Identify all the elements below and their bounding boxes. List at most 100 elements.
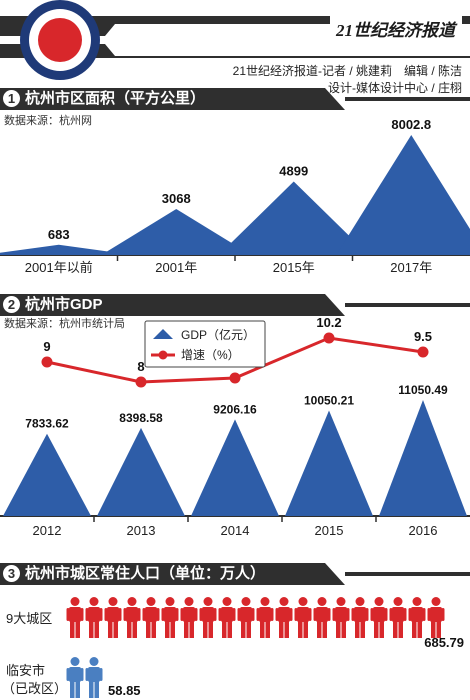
gdp-chart: 7833.62 2012 8398.58 2013 9206.16 2014 10050.2… [0, 315, 470, 538]
growth-point [41, 356, 53, 368]
person-arm [351, 608, 355, 621]
growth-point [417, 346, 429, 358]
person-arm [427, 608, 431, 621]
person-icon [85, 657, 103, 698]
person-arm [408, 608, 412, 621]
person-leg [89, 621, 94, 638]
person-leg [208, 621, 213, 638]
x-tick-label: 2017年 [390, 260, 432, 275]
person-arm [175, 608, 179, 621]
person-head [108, 597, 118, 606]
category-label: 临安市 [6, 663, 45, 678]
gdp-value-label: 10050.21 [304, 393, 354, 407]
person-icon [389, 597, 407, 638]
person-arm [142, 608, 146, 621]
person-icon [66, 597, 84, 638]
person-head [374, 597, 384, 606]
person-arm [289, 608, 293, 621]
person-leg [146, 621, 151, 638]
section-3-title: 杭州市城区常住人口（单位：万人） [25, 565, 266, 582]
person-arm [313, 608, 317, 621]
person-icon [408, 597, 426, 638]
person-arm [403, 608, 407, 621]
credit-line-2: 设计-媒体设计中心 / 庄栩 [328, 81, 462, 95]
person-leg [374, 621, 379, 638]
person-arm [180, 608, 184, 621]
gdp-peak [97, 427, 185, 516]
person-head [336, 597, 346, 606]
person-arm [99, 668, 103, 681]
person-arm [123, 608, 127, 621]
person-head [127, 597, 137, 606]
section-2-number: 2 [3, 296, 20, 313]
person-arm [422, 608, 426, 621]
masthead-title: 21世纪经济报道 [336, 21, 455, 40]
person-leg [222, 621, 227, 638]
area-chart: 683 2001年以前 3068 2001年 4899 2015年 8002.8 2017年 [0, 120, 470, 275]
person-arm [275, 608, 279, 621]
population-chart: 9大城区 685.79 临安市 （已改区） 58.85 [2, 597, 464, 698]
person-leg [284, 621, 289, 638]
area-peak [218, 181, 369, 255]
person-torso [88, 667, 100, 682]
person-torso [335, 607, 347, 622]
person-head [89, 657, 99, 666]
person-arm [270, 608, 274, 621]
person-icon [313, 597, 331, 638]
person-head [70, 657, 80, 666]
person-arm [370, 608, 374, 621]
person-arm [218, 608, 222, 621]
person-leg [70, 621, 75, 638]
person-icon [294, 597, 312, 638]
person-arm [237, 608, 241, 621]
value-label: 4899 [279, 164, 308, 179]
person-arm [85, 668, 89, 681]
person-head [393, 597, 403, 606]
person-arm [346, 608, 350, 621]
category-label: （已改区） [2, 681, 67, 696]
x-tick-label: 2016 [409, 523, 438, 538]
person-leg [108, 621, 113, 638]
person-leg [151, 621, 156, 638]
value-label: 685.79 [424, 635, 464, 650]
section-1-number: 1 [3, 90, 20, 107]
person-icon [161, 597, 179, 638]
person-torso [221, 607, 233, 622]
gdp-peak [3, 433, 91, 516]
person-leg [170, 621, 175, 638]
gdp-value-label: 7833.62 [25, 417, 69, 431]
person-head [89, 597, 99, 606]
person-leg [355, 621, 360, 638]
person-torso [69, 607, 81, 622]
person-icon [104, 597, 122, 638]
person-arm [256, 608, 260, 621]
section-1-banner [0, 88, 470, 110]
person-torso [88, 607, 100, 622]
x-tick-label: 2001年 [155, 260, 197, 275]
person-arm [104, 608, 108, 621]
person-torso [183, 607, 195, 622]
person-leg [184, 621, 189, 638]
gdp-peak [191, 419, 279, 516]
person-arm [199, 608, 203, 621]
person-arm [389, 608, 393, 621]
person-leg [75, 681, 80, 698]
person-torso [240, 607, 252, 622]
person-head [241, 597, 251, 606]
value-label: 683 [48, 227, 70, 242]
person-head [412, 597, 422, 606]
x-tick-label: 2001年以前 [25, 260, 93, 275]
person-head [431, 597, 441, 606]
gdp-peak [379, 399, 467, 516]
person-head [203, 597, 213, 606]
legend-gdp-swatch [153, 329, 173, 339]
person-arm [332, 608, 336, 621]
person-torso [392, 607, 404, 622]
area-peak [0, 244, 134, 255]
person-arm [327, 608, 331, 621]
person-arm [66, 608, 70, 621]
person-icon [427, 597, 445, 638]
person-icon [275, 597, 293, 638]
person-leg [393, 621, 398, 638]
growth-point [323, 332, 335, 344]
